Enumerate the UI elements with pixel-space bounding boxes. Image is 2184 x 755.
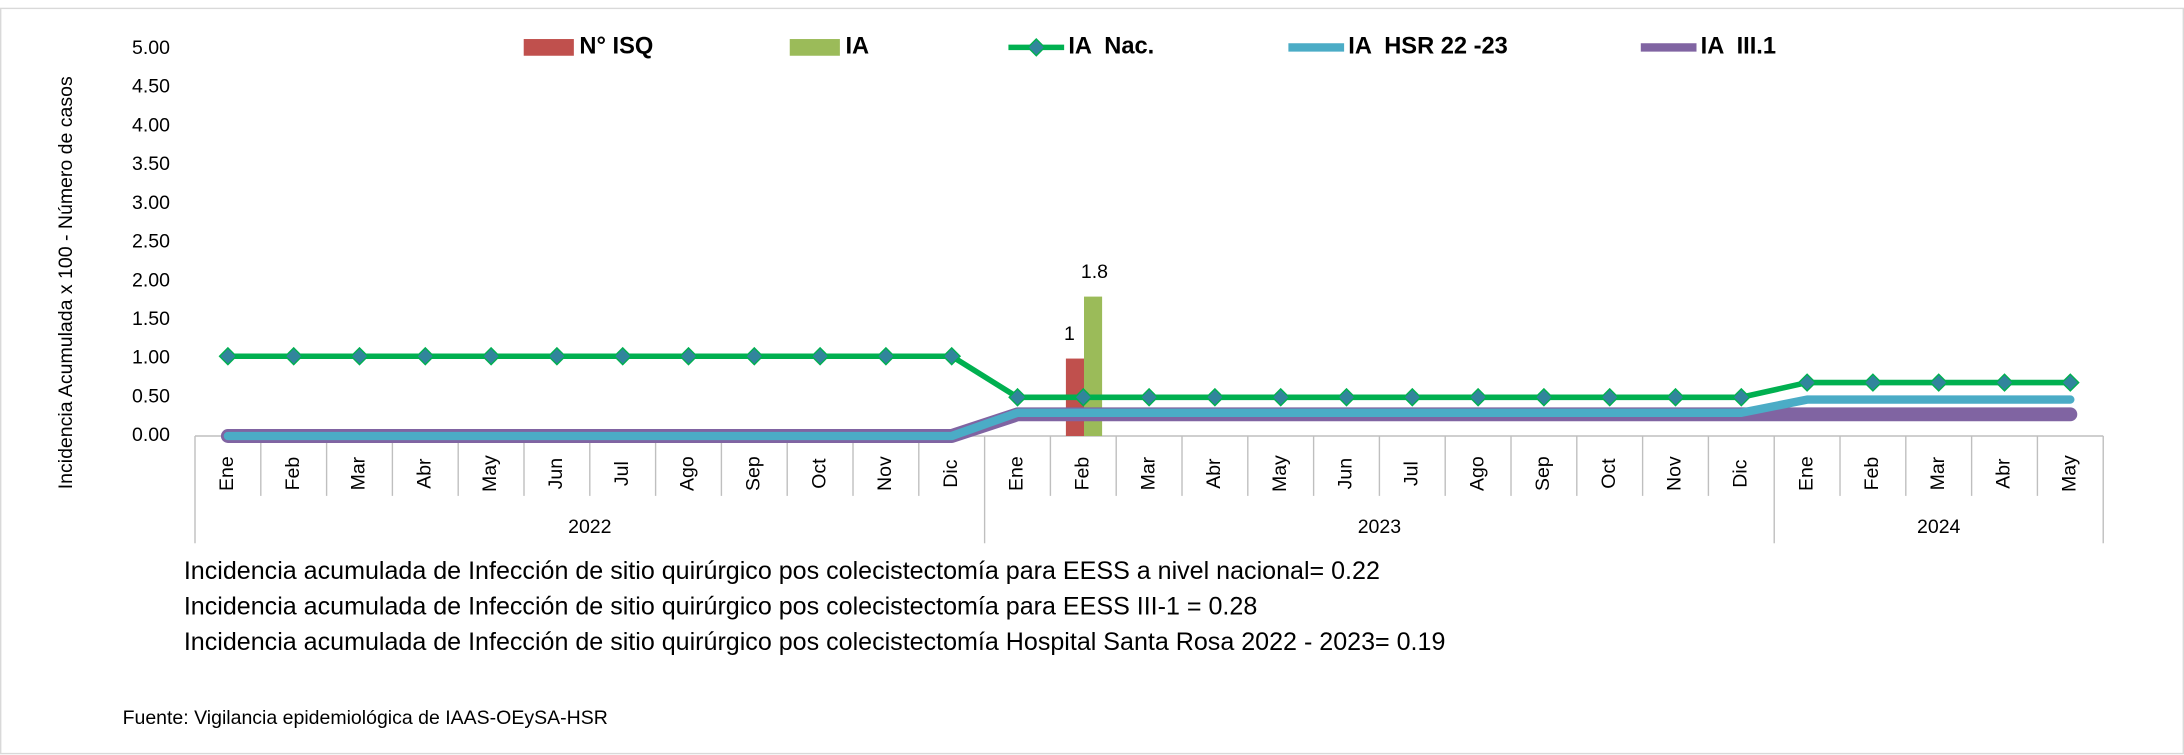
legend-label: IA Nac. <box>1068 34 1154 60</box>
x-tick-label: Nov <box>1664 456 1686 491</box>
x-tick-label: Dic <box>1729 459 1751 487</box>
y-tick-label: 1.50 <box>132 308 170 330</box>
marker <box>1863 373 1883 392</box>
marker <box>1600 387 1620 407</box>
marker <box>1929 373 1949 392</box>
x-tick-label: May <box>1269 455 1291 492</box>
data-label: 1 <box>1064 323 1075 345</box>
note: Incidencia acumulada de Infección de sit… <box>184 593 1257 621</box>
y-tick-label: 0.00 <box>132 424 170 446</box>
y-tick-label: 3.00 <box>132 192 170 214</box>
group-label: 2022 <box>568 516 611 538</box>
x-tick-label: Abr <box>413 458 435 489</box>
legend-label: IA <box>845 34 869 60</box>
x-tick-label: Feb <box>1071 457 1093 491</box>
y-tick-label: 5.00 <box>132 37 170 59</box>
group-label: 2023 <box>1358 516 1401 538</box>
x-tick-label: Ago <box>677 456 699 491</box>
marker <box>1337 387 1356 407</box>
marker <box>1008 387 1027 407</box>
x-tick-label: May <box>2058 455 2080 492</box>
x-tick-label: Ene <box>1795 456 1817 491</box>
y-tick-label: 2.00 <box>132 269 170 291</box>
marker <box>1797 373 1817 392</box>
x-tick-label: Mar <box>348 456 370 490</box>
x-tick-label: Mar <box>1137 456 1159 490</box>
marker <box>876 346 896 366</box>
x-tick-label: Jun <box>545 458 567 489</box>
marker <box>1468 387 1488 407</box>
marker <box>481 346 501 366</box>
marker <box>1205 387 1225 407</box>
y-tick-label: 1.00 <box>132 347 170 369</box>
x-tick-label: Nov <box>874 456 896 491</box>
x-tick-label: Ene <box>216 456 238 491</box>
x-tick-label: Jun <box>1335 458 1357 489</box>
x-tick-label: Sep <box>1532 456 1554 491</box>
x-tick-label: Abr <box>1993 458 2015 489</box>
x-tick-label: Mar <box>1927 456 1949 490</box>
y-axis-title: Incidencia Acumulada x 100 - Número de c… <box>55 76 77 489</box>
note: Incidencia acumulada de Infección de sit… <box>184 628 1446 656</box>
marker <box>744 346 764 366</box>
x-tick-label: Oct <box>808 458 830 489</box>
y-tick-label: 0.50 <box>132 385 170 407</box>
y-tick-label: 4.50 <box>132 76 170 98</box>
x-tick-label: Ago <box>1466 456 1488 491</box>
line <box>223 395 2075 441</box>
marker <box>613 346 633 366</box>
legend-swatch <box>523 39 574 56</box>
marker <box>2060 373 2080 392</box>
y-tick-label: 3.50 <box>132 153 170 175</box>
legend-label: IA III.1 <box>1701 34 1776 60</box>
x-tick-label: Jul <box>611 461 633 486</box>
x-tick-label: Oct <box>1598 458 1620 489</box>
y-tick-label: 2.50 <box>132 231 170 253</box>
marker <box>284 346 304 366</box>
marker <box>1139 387 1159 407</box>
x-tick-label: Jul <box>1400 461 1422 486</box>
group-label: 2024 <box>1917 516 1961 538</box>
marker <box>415 346 435 366</box>
x-tick-label: Feb <box>1861 457 1883 491</box>
marker <box>547 346 567 366</box>
marker <box>1534 387 1554 407</box>
marker <box>942 346 962 366</box>
data-label: 1.8 <box>1081 261 1108 283</box>
x-tick-label: Abr <box>1203 458 1225 489</box>
marker <box>1073 387 1093 407</box>
marker <box>1995 373 2014 392</box>
x-tick-label: Sep <box>742 456 764 491</box>
legend-label: N° ISQ <box>579 34 653 60</box>
marker <box>1271 387 1291 407</box>
marker <box>350 346 369 366</box>
marker <box>1731 387 1751 407</box>
y-tick-label: 4.00 <box>132 114 170 136</box>
x-tick-label: Feb <box>282 457 304 491</box>
marker <box>218 346 238 366</box>
legend-swatch <box>789 39 840 56</box>
source: Fuente: Vigilancia epidemiológica de IAA… <box>123 707 608 729</box>
legend-label: IA HSR 22 -23 <box>1348 34 1508 60</box>
note: Incidencia acumulada de Infección de sit… <box>184 557 1380 585</box>
x-tick-label: Ene <box>1006 456 1028 491</box>
marker <box>1666 387 1685 407</box>
marker <box>1402 387 1422 407</box>
marker <box>810 346 830 366</box>
legend-marker <box>1026 38 1046 57</box>
marker <box>679 346 698 366</box>
x-tick-label: Dic <box>940 459 962 487</box>
x-tick-label: May <box>479 455 501 492</box>
